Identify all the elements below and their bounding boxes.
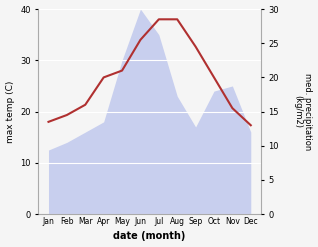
X-axis label: date (month): date (month) — [114, 231, 186, 242]
Y-axis label: max temp (C): max temp (C) — [5, 80, 15, 143]
Y-axis label: med. precipitation
(kg/m2): med. precipitation (kg/m2) — [293, 73, 313, 150]
